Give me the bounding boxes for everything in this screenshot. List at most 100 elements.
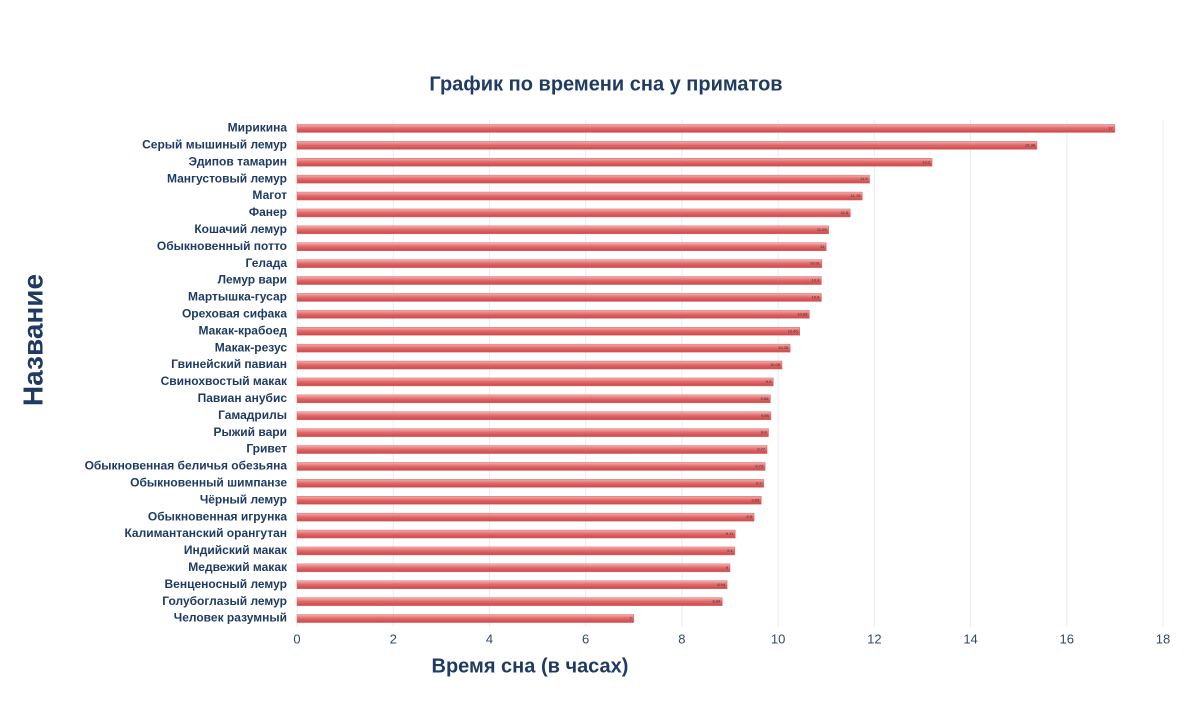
value-label: 9.65 xyxy=(751,497,760,502)
y-tick-label: Гелада xyxy=(246,256,288,270)
value-label: 10.65 xyxy=(797,311,808,316)
value-label: 10.08 xyxy=(770,362,781,367)
value-label: 10.45 xyxy=(788,328,799,333)
y-tick-label: Макак-крабоед xyxy=(198,323,287,337)
bar xyxy=(296,377,774,387)
value-label: 9.77 xyxy=(757,447,766,452)
y-tick-label: Калимантанский орангутан xyxy=(124,526,287,540)
x-axis-label: Время сна (в часах) xyxy=(432,655,629,677)
value-label: 11.9 xyxy=(860,176,868,181)
y-tick-label: Рыжий вари xyxy=(214,425,287,439)
y-tick-label: Гвинейский павиан xyxy=(171,357,287,371)
y-tick-label: Фанер xyxy=(249,205,287,219)
x-tick-label: 12 xyxy=(867,631,881,646)
value-label: 9.8 xyxy=(761,430,767,435)
bar xyxy=(296,496,762,505)
chart-title: График по времени сна у приматов xyxy=(429,73,782,95)
x-tick-label: 0 xyxy=(293,631,300,646)
bar xyxy=(296,242,827,251)
bar xyxy=(296,614,635,623)
bar xyxy=(296,191,863,201)
x-tick-label: 10 xyxy=(771,631,785,646)
y-tick-label: Мартышка-гусар xyxy=(188,290,287,304)
y-tick-label: Обыкновенная беличья обезьяна xyxy=(85,459,288,473)
bar xyxy=(296,174,870,184)
bar xyxy=(296,208,851,218)
y-tick-label: Магот xyxy=(252,188,287,202)
y-tick-label: Мирикина xyxy=(228,121,288,135)
value-label: 11 xyxy=(820,244,825,249)
bar xyxy=(296,158,933,167)
bar xyxy=(296,124,1116,133)
y-tick-label: Павиан анубис xyxy=(198,391,288,405)
bar xyxy=(296,529,736,539)
y-tick-label: Индийский макак xyxy=(184,543,288,557)
y-axis-label: Название xyxy=(17,274,48,406)
bar xyxy=(296,343,791,353)
bar xyxy=(296,462,766,471)
value-label: 17 xyxy=(1108,126,1113,131)
value-label: 7 xyxy=(630,616,633,621)
bar xyxy=(296,259,823,268)
x-tick-label: 18 xyxy=(1156,631,1170,646)
value-label: 9.5 xyxy=(746,514,752,519)
y-tick-label: Мангустовый лемур xyxy=(167,171,287,185)
x-tick-label: 8 xyxy=(678,631,685,646)
bar xyxy=(296,445,768,454)
bar xyxy=(296,580,728,589)
value-label: 11.75 xyxy=(851,193,861,198)
bar xyxy=(296,327,801,336)
value-label: 9.9 xyxy=(766,379,772,384)
y-tick-label: Серый мышиный лемур xyxy=(142,138,287,152)
bar xyxy=(296,546,736,556)
bar xyxy=(296,141,1038,150)
y-tick-label: Кошачий лемур xyxy=(194,222,287,236)
y-tick-label: Свинохвостый макак xyxy=(161,374,288,388)
y-tick-label: Лемур вари xyxy=(218,273,287,287)
value-label: 10.9 xyxy=(812,278,821,283)
y-tick-label: Эдипов тамарин xyxy=(188,154,287,168)
bar xyxy=(296,225,829,235)
y-tick-label: Венценосный лемур xyxy=(165,577,287,591)
bar xyxy=(296,293,822,302)
y-tick-label: Обыкновенная игрунка xyxy=(148,509,287,523)
y-tick-label: Гривет xyxy=(246,442,287,456)
y-tick-label: Чёрный лемур xyxy=(200,492,287,506)
y-tick-label: Ореховая сифака xyxy=(182,307,287,321)
y-tick-label: Голубоглазый лемур xyxy=(162,594,287,608)
bar xyxy=(296,479,764,488)
value-label: 8.84 xyxy=(713,599,722,604)
y-tick-label: Обыкновенный потто xyxy=(157,239,287,253)
x-tick-label: 4 xyxy=(486,631,493,646)
x-tick-label: 2 xyxy=(390,631,397,646)
value-label: 13.2 xyxy=(922,159,931,164)
value-label: 10.91 xyxy=(810,261,821,266)
value-label: 9.1 xyxy=(727,548,733,553)
value-label: 9.7 xyxy=(756,480,762,485)
bar xyxy=(296,394,771,404)
y-tick-label: Гамадрилы xyxy=(218,408,287,422)
value-label: 11.5 xyxy=(841,210,849,215)
value-label: 10.25 xyxy=(778,345,789,350)
value-label: 9.11 xyxy=(726,531,734,536)
bar xyxy=(296,411,772,420)
value-label: 11.05 xyxy=(817,227,827,232)
bar xyxy=(296,563,731,573)
value-label: 9.85 xyxy=(761,413,770,418)
bar xyxy=(296,276,822,285)
bar xyxy=(296,310,810,319)
y-tick-label: Обыкновенный шимпанзе xyxy=(130,476,287,490)
bar xyxy=(296,428,769,437)
value-label: 10.9 xyxy=(812,295,821,300)
y-tick-label: Человек разумный xyxy=(174,611,287,625)
bar xyxy=(296,360,783,370)
value-label: 9.84 xyxy=(761,396,770,401)
y-tick-label: Макак-резус xyxy=(215,340,288,354)
x-tick-label: 14 xyxy=(963,631,977,646)
value-label: 9.73 xyxy=(755,464,764,469)
value-label: 8.94 xyxy=(717,582,726,587)
bar xyxy=(296,512,755,522)
value-label: 15.38 xyxy=(1025,142,1036,147)
value-label: 9 xyxy=(726,565,729,570)
